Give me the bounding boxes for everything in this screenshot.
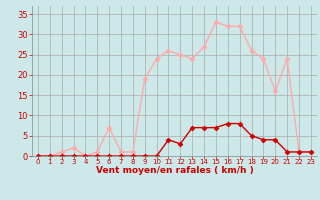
X-axis label: Vent moyen/en rafales ( km/h ): Vent moyen/en rafales ( km/h ) bbox=[96, 166, 253, 175]
